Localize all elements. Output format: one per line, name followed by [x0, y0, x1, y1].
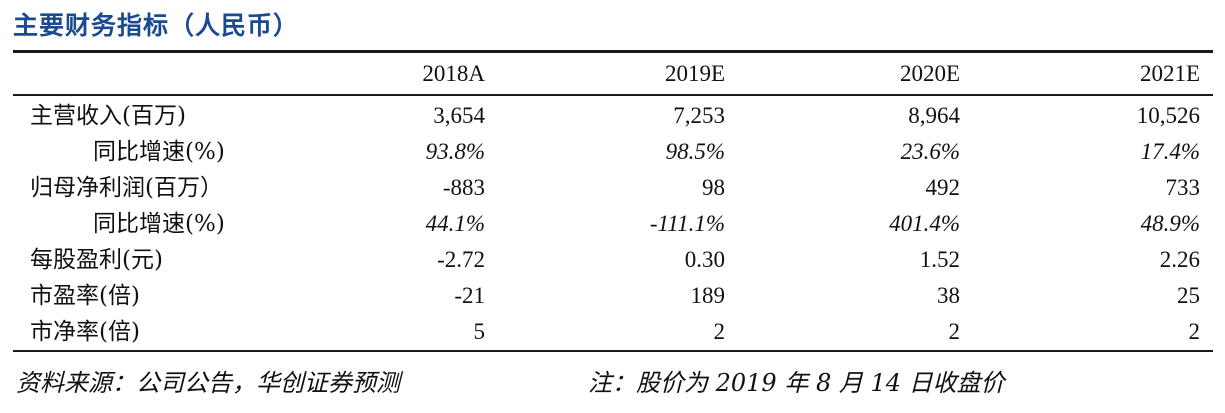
- row-net-profit: 归母净利润(百万） -883 98 492 733: [0, 170, 1225, 206]
- source-note: 资料来源：公司公告，华创证券预测: [16, 369, 400, 397]
- cell-2021e: 17.4%: [1140, 139, 1200, 164]
- column-header-2021e: 2021E: [1139, 61, 1200, 86]
- cell-2019e: 2: [713, 319, 726, 344]
- cell-2018a: 44.1%: [425, 211, 485, 236]
- cell-2021e: 10,526: [1136, 103, 1200, 128]
- row-net-profit-growth: 同比增速(%) 44.1% -111.1% 401.4% 48.9%: [0, 206, 1225, 242]
- cell-2019e: 98: [702, 175, 725, 200]
- cell-2020e: 23.6%: [900, 139, 960, 164]
- row-pe: 市盈率(倍) -21 189 38 25: [0, 278, 1225, 314]
- cell-2020e: 492: [925, 175, 961, 200]
- cell-2020e: 401.4%: [889, 211, 960, 236]
- cell-2018a: 93.8%: [425, 139, 485, 164]
- cell-2018a: 5: [473, 319, 486, 344]
- row-pb: 市净率(倍) 5 2 2 2: [0, 314, 1225, 350]
- row-revenue: 主营收入(百万) 3,654 7,253 8,964 10,526: [0, 98, 1225, 134]
- row-eps: 每股盈利(元) -2.72 0.30 1.52 2.26: [0, 242, 1225, 278]
- row-label: 同比增速(%): [93, 139, 225, 165]
- row-label: 市盈率(倍): [30, 283, 140, 309]
- price-note: 注：股价为 2019 年 8 月 14 日收盘价: [588, 369, 1005, 397]
- cell-2020e: 8,964: [908, 103, 960, 128]
- cell-2021e: 2: [1188, 319, 1201, 344]
- cell-2020e: 38: [937, 283, 960, 308]
- table-title: 主要财务指标（人民币）: [13, 11, 300, 40]
- column-header-2020e: 2020E: [899, 61, 960, 86]
- bottom-rule: [13, 350, 1213, 352]
- cell-2019e: 189: [690, 283, 726, 308]
- cell-2020e: 2: [948, 319, 961, 344]
- row-label: 每股盈利(元): [30, 247, 163, 273]
- cell-2019e: 0.30: [684, 247, 725, 272]
- cell-2018a: -21: [454, 283, 485, 308]
- cell-2018a: 3,654: [433, 103, 485, 128]
- cell-2021e: 733: [1165, 175, 1201, 200]
- cell-2018a: -883: [442, 175, 485, 200]
- cell-2019e: 7,253: [673, 103, 725, 128]
- cell-2020e: 1.52: [919, 247, 960, 272]
- cell-2019e: -111.1%: [649, 211, 725, 236]
- row-label: 市净率(倍): [30, 319, 140, 345]
- row-label: 同比增速(%): [93, 211, 225, 237]
- cell-2018a: -2.72: [437, 247, 485, 272]
- cell-2019e: 98.5%: [665, 139, 725, 164]
- header-rule: [13, 94, 1213, 96]
- top-rule: [13, 50, 1213, 53]
- cell-2021e: 2.26: [1159, 247, 1200, 272]
- cell-2021e: 25: [1177, 283, 1200, 308]
- column-header-2018a: 2018A: [422, 61, 485, 86]
- cell-2021e: 48.9%: [1140, 211, 1200, 236]
- column-header-2019e: 2019E: [664, 61, 725, 86]
- row-label: 主营收入(百万): [30, 103, 186, 129]
- row-revenue-growth: 同比增速(%) 93.8% 98.5% 23.6% 17.4%: [0, 134, 1225, 170]
- row-label: 归母净利润(百万）: [30, 175, 223, 201]
